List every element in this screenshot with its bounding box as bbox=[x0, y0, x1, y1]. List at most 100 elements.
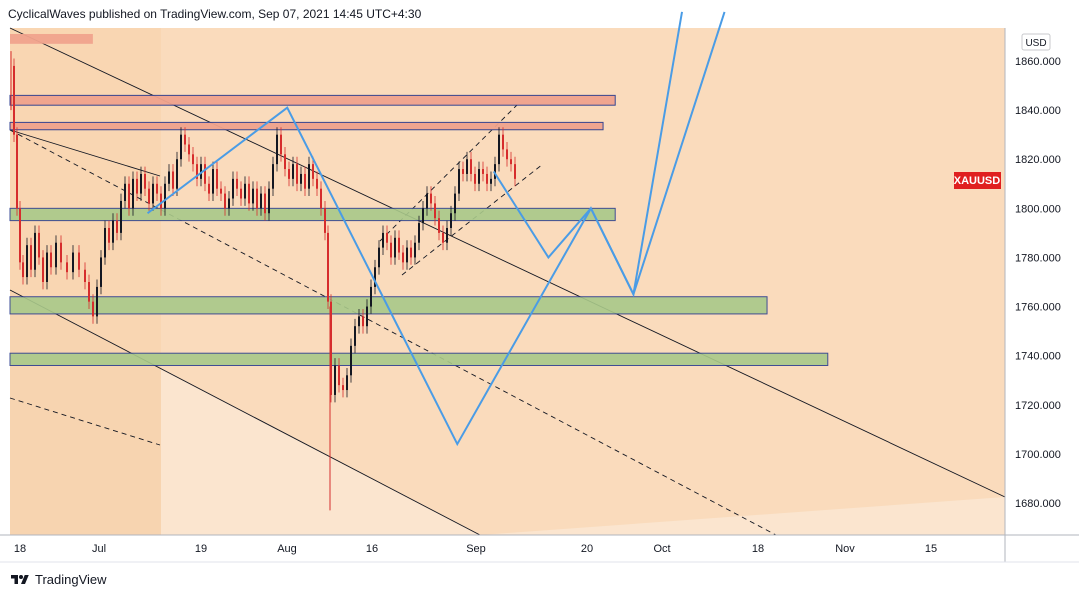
candle-body bbox=[184, 134, 186, 145]
candle-body bbox=[510, 159, 512, 165]
candle-body bbox=[88, 282, 90, 302]
candle-body bbox=[362, 316, 364, 327]
candle-body bbox=[280, 134, 282, 155]
candle-body bbox=[442, 232, 444, 243]
candle-body bbox=[104, 227, 106, 258]
channel-lower-line bbox=[9, 289, 481, 536]
candle-body bbox=[446, 227, 448, 243]
rising-channel-lower bbox=[401, 163, 544, 276]
candle-body bbox=[196, 164, 198, 179]
candle-body bbox=[450, 213, 452, 228]
candle-body bbox=[240, 188, 242, 199]
candle-body bbox=[330, 301, 332, 395]
candle-body bbox=[454, 193, 456, 214]
candle-body bbox=[342, 385, 344, 391]
candle-body bbox=[276, 134, 278, 165]
price-tick-label: 1720.000 bbox=[1015, 400, 1061, 412]
candle-body bbox=[128, 183, 130, 209]
candle-body bbox=[22, 262, 24, 278]
time-tick-label: Aug bbox=[277, 543, 297, 555]
price-tick-label: 1860.000 bbox=[1015, 56, 1061, 68]
footer: TradingView bbox=[10, 572, 107, 587]
candle-body bbox=[252, 188, 254, 204]
candle-body bbox=[72, 252, 74, 273]
candle-body bbox=[16, 134, 18, 209]
candle-body bbox=[152, 183, 154, 204]
candle-body bbox=[19, 208, 21, 263]
time-tick-label: 15 bbox=[925, 543, 937, 555]
candle-body bbox=[92, 301, 94, 317]
candle-body bbox=[390, 242, 392, 258]
candle-body bbox=[430, 193, 432, 204]
candle-body bbox=[327, 232, 329, 302]
projection-path-primary bbox=[146, 11, 684, 447]
price-tick-label: 1820.000 bbox=[1015, 154, 1061, 166]
candle-body bbox=[288, 169, 290, 179]
candle-body bbox=[55, 242, 57, 268]
price-tick-label: 1740.000 bbox=[1015, 351, 1061, 363]
resistance-zone bbox=[10, 33, 93, 44]
candle-body bbox=[304, 173, 306, 189]
time-axis-ticks: 18 Jul 19 Aug 16 Sep 20 Oct 18 Nov 15 bbox=[14, 543, 937, 555]
candle-body bbox=[312, 164, 314, 179]
candle-body bbox=[370, 286, 372, 307]
candle-body bbox=[418, 223, 420, 243]
candle-body bbox=[398, 237, 400, 253]
early-trendline bbox=[9, 129, 161, 177]
candle-body bbox=[192, 154, 194, 165]
candle-body bbox=[458, 169, 460, 194]
candle-body bbox=[498, 134, 500, 165]
candle-body bbox=[474, 173, 476, 184]
candle-body bbox=[120, 200, 122, 233]
time-tick-label: 18 bbox=[752, 543, 764, 555]
candle-body bbox=[164, 183, 166, 209]
wave-projection bbox=[146, 11, 726, 447]
time-tick-label: 16 bbox=[366, 543, 378, 555]
candle-body bbox=[212, 169, 214, 194]
time-tick-label: Nov bbox=[835, 543, 855, 555]
candle-body bbox=[382, 232, 384, 248]
candle-body bbox=[284, 154, 286, 170]
candle-body bbox=[300, 173, 302, 184]
candle-body bbox=[42, 257, 44, 282]
trendlines bbox=[9, 27, 1006, 536]
projection-path-alternate bbox=[492, 11, 726, 297]
candle-body bbox=[156, 183, 158, 194]
candle-body bbox=[200, 164, 202, 179]
time-tick-label: 20 bbox=[581, 543, 593, 555]
candle-body bbox=[108, 227, 110, 243]
candle-body bbox=[296, 164, 298, 184]
candle-body bbox=[248, 183, 250, 204]
candle-body bbox=[176, 159, 178, 189]
candle-body bbox=[374, 267, 376, 287]
candle-body bbox=[410, 247, 412, 258]
candle-body bbox=[100, 257, 102, 287]
resistance-zone bbox=[9, 121, 604, 131]
time-tick-label: Jul bbox=[92, 543, 106, 555]
candle-body bbox=[188, 144, 190, 155]
candle-body bbox=[502, 134, 504, 150]
candle-body bbox=[172, 171, 174, 189]
price-tick-label: 1700.000 bbox=[1015, 449, 1061, 461]
candle-body bbox=[478, 169, 480, 184]
candle-body bbox=[220, 188, 222, 194]
candle-body bbox=[148, 188, 150, 204]
candle-body bbox=[180, 134, 182, 160]
currency-label: USD bbox=[1025, 38, 1046, 49]
candle-body bbox=[26, 245, 28, 278]
candle-body bbox=[60, 242, 62, 263]
candle-body bbox=[366, 306, 368, 327]
candle-body bbox=[244, 183, 246, 199]
candle-body bbox=[334, 365, 336, 395]
channel-fill bbox=[10, 28, 1005, 535]
time-tick-label: Oct bbox=[653, 543, 670, 555]
candle-body bbox=[394, 237, 396, 258]
candle-body bbox=[228, 198, 230, 209]
candle-body bbox=[260, 193, 262, 209]
candle-body bbox=[354, 326, 356, 346]
candle-body bbox=[462, 169, 464, 174]
price-tick-label: 1680.000 bbox=[1015, 498, 1061, 510]
candle-body bbox=[486, 173, 488, 184]
early-lower-dashed bbox=[9, 397, 161, 446]
